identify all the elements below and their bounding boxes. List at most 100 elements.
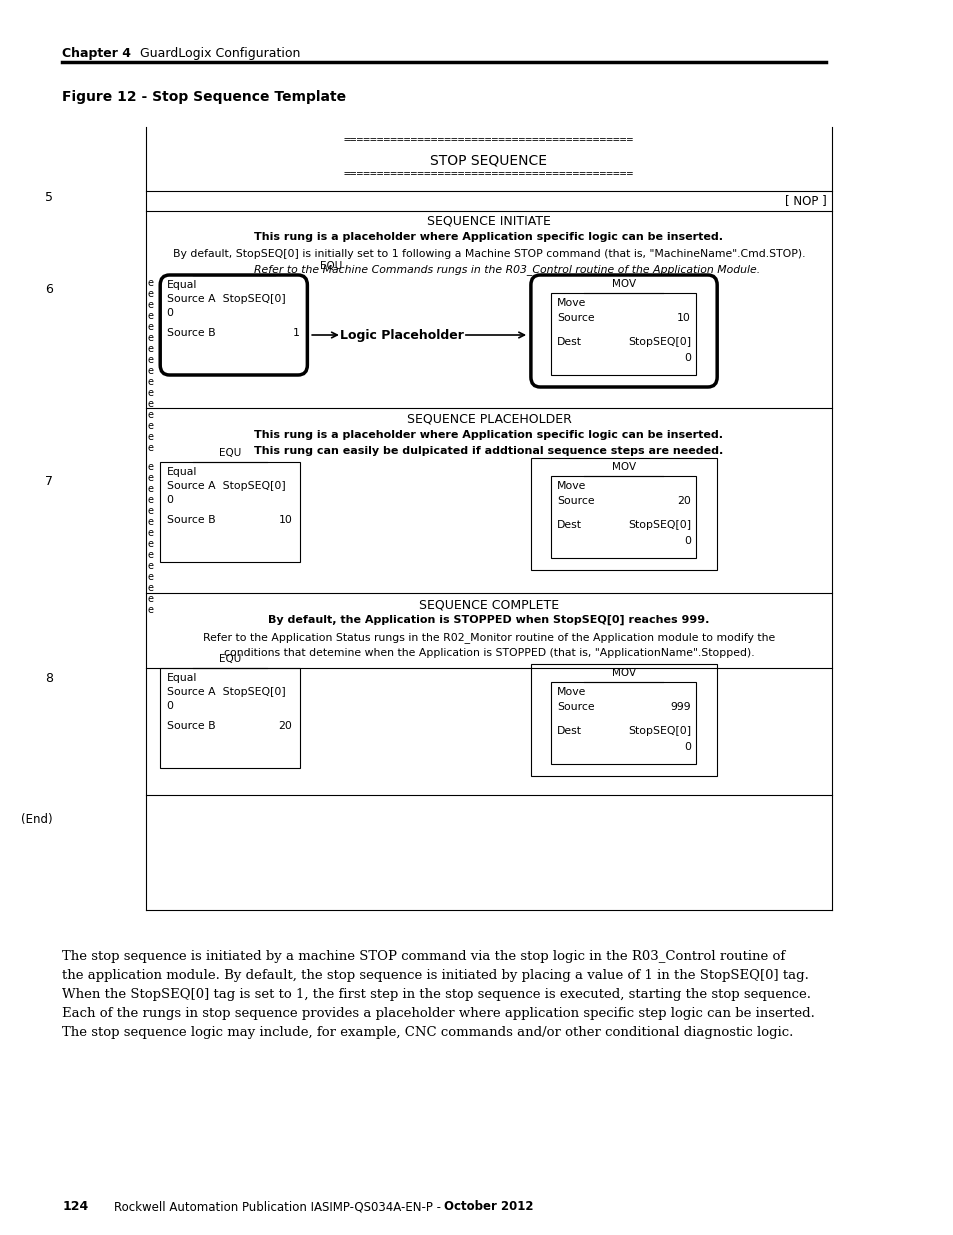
Text: When the StopSEQ[0] tag is set to 1, the first step in the stop sequence is exec: When the StopSEQ[0] tag is set to 1, the… [62, 988, 811, 1002]
Bar [551, 293, 695, 375]
Text: e: e [147, 473, 153, 483]
Text: conditions that detemine when the Application is STOPPED (that is, "ApplicationN: conditions that detemine when the Applic… [223, 648, 754, 658]
Text: e: e [147, 421, 153, 431]
Bar [530, 458, 717, 571]
Text: e: e [147, 572, 153, 582]
Bar [530, 664, 717, 776]
Text: Source: Source [557, 312, 594, 324]
Text: Equal: Equal [167, 673, 197, 683]
Text: Refer to the Application Status rungs in the R02_Monitor routine of the Applicat: Refer to the Application Status rungs in… [203, 632, 774, 643]
Text: 0: 0 [683, 536, 690, 546]
FancyBboxPatch shape [160, 275, 307, 375]
Text: 124: 124 [62, 1200, 89, 1213]
Text: e: e [147, 322, 153, 332]
Text: 1: 1 [293, 329, 299, 338]
Text: (End): (End) [21, 813, 53, 826]
Text: SEQUENCE COMPLETE: SEQUENCE COMPLETE [418, 598, 558, 611]
Text: Logic Placeholder: Logic Placeholder [340, 329, 464, 342]
Text: e: e [147, 377, 153, 387]
Text: Dest: Dest [557, 520, 581, 530]
Text: By default, the Application is STOPPED when StopSEQ[0] reaches 999.: By default, the Application is STOPPED w… [268, 615, 709, 625]
Bar [551, 682, 695, 764]
Text: e: e [147, 594, 153, 604]
Text: e: e [147, 366, 153, 375]
Text: Move: Move [557, 480, 586, 492]
Text: This rung is a placeholder where Application specific logic can be inserted.: This rung is a placeholder where Applica… [254, 232, 722, 242]
Text: Figure 12 - Stop Sequence Template: Figure 12 - Stop Sequence Template [62, 90, 346, 104]
Text: EQU: EQU [218, 448, 241, 458]
Bar [160, 668, 299, 768]
Text: StopSEQ[0]: StopSEQ[0] [627, 726, 690, 736]
Text: e: e [147, 388, 153, 398]
Text: Dest: Dest [557, 726, 581, 736]
Text: 999: 999 [670, 701, 690, 713]
Text: Source A  StopSEQ[0]: Source A StopSEQ[0] [167, 294, 285, 304]
Text: Move: Move [557, 687, 586, 697]
Text: 7: 7 [45, 475, 53, 488]
Text: StopSEQ[0]: StopSEQ[0] [627, 337, 690, 347]
Text: e: e [147, 583, 153, 593]
Text: Each of the rungs in stop sequence provides a placeholder where application spec: Each of the rungs in stop sequence provi… [62, 1007, 815, 1020]
Text: 10: 10 [278, 515, 293, 525]
Text: MOV: MOV [611, 279, 635, 289]
Text: ===========================================: ========================================… [343, 169, 634, 179]
FancyBboxPatch shape [530, 275, 717, 387]
Bar [160, 462, 299, 562]
Text: 6: 6 [45, 283, 53, 296]
Text: SEQUENCE INITIATE: SEQUENCE INITIATE [427, 215, 550, 228]
Text: EQU: EQU [218, 655, 241, 664]
Text: [ NOP ]: [ NOP ] [784, 194, 826, 207]
Text: e: e [147, 506, 153, 516]
Text: The stop sequence logic may include, for example, CNC commands and/or other cond: The stop sequence logic may include, for… [62, 1026, 793, 1039]
Text: e: e [147, 278, 153, 288]
Text: Source: Source [557, 496, 594, 506]
Text: ===========================================: ========================================… [343, 135, 634, 144]
Text: Source B: Source B [167, 329, 215, 338]
Text: the application module. By default, the stop sequence is initiated by placing a : the application module. By default, the … [62, 969, 808, 982]
Text: e: e [147, 561, 153, 571]
Text: This rung can easily be dulpicated if addtional sequence steps are needed.: This rung can easily be dulpicated if ad… [254, 446, 722, 456]
Text: 8: 8 [45, 672, 53, 685]
Text: 0: 0 [683, 742, 690, 752]
Text: Equal: Equal [167, 467, 197, 477]
Text: e: e [147, 550, 153, 559]
Text: Source A  StopSEQ[0]: Source A StopSEQ[0] [167, 687, 285, 697]
Text: 20: 20 [677, 496, 690, 506]
Text: 10: 10 [677, 312, 690, 324]
Text: 20: 20 [278, 721, 293, 731]
Text: The stop sequence is initiated by a machine STOP command via the stop logic in t: The stop sequence is initiated by a mach… [62, 950, 785, 963]
Text: e: e [147, 345, 153, 354]
Text: GuardLogix Configuration: GuardLogix Configuration [139, 47, 300, 61]
Text: e: e [147, 462, 153, 472]
Text: e: e [147, 311, 153, 321]
Text: EQU: EQU [319, 261, 341, 270]
Text: Source: Source [557, 701, 594, 713]
Text: MOV: MOV [611, 668, 635, 678]
Text: Source B: Source B [167, 721, 215, 731]
Text: Chapter 4: Chapter 4 [62, 47, 132, 61]
Text: e: e [147, 538, 153, 550]
Text: Equal: Equal [167, 280, 197, 290]
Text: October 2012: October 2012 [444, 1200, 534, 1213]
Text: e: e [147, 529, 153, 538]
Text: 0: 0 [683, 353, 690, 363]
Text: e: e [147, 432, 153, 442]
Text: SEQUENCE PLACEHOLDER: SEQUENCE PLACEHOLDER [406, 412, 571, 426]
Text: StopSEQ[0]: StopSEQ[0] [627, 520, 690, 530]
Text: e: e [147, 354, 153, 366]
Text: e: e [147, 300, 153, 310]
Text: e: e [147, 399, 153, 409]
Text: e: e [147, 605, 153, 615]
Text: e: e [147, 484, 153, 494]
Text: Rockwell Automation Publication IASIMP-QS034A-EN-P -: Rockwell Automation Publication IASIMP-Q… [113, 1200, 444, 1213]
Text: This rung is a placeholder where Application specific logic can be inserted.: This rung is a placeholder where Applica… [254, 430, 722, 440]
Bar [551, 475, 695, 558]
Text: STOP SEQUENCE: STOP SEQUENCE [430, 153, 547, 167]
Text: MOV: MOV [611, 462, 635, 472]
Text: e: e [147, 517, 153, 527]
Text: 5: 5 [45, 191, 53, 204]
Text: e: e [147, 410, 153, 420]
Text: 0: 0 [167, 495, 173, 505]
Text: Source B: Source B [167, 515, 215, 525]
Text: 0: 0 [167, 308, 173, 317]
